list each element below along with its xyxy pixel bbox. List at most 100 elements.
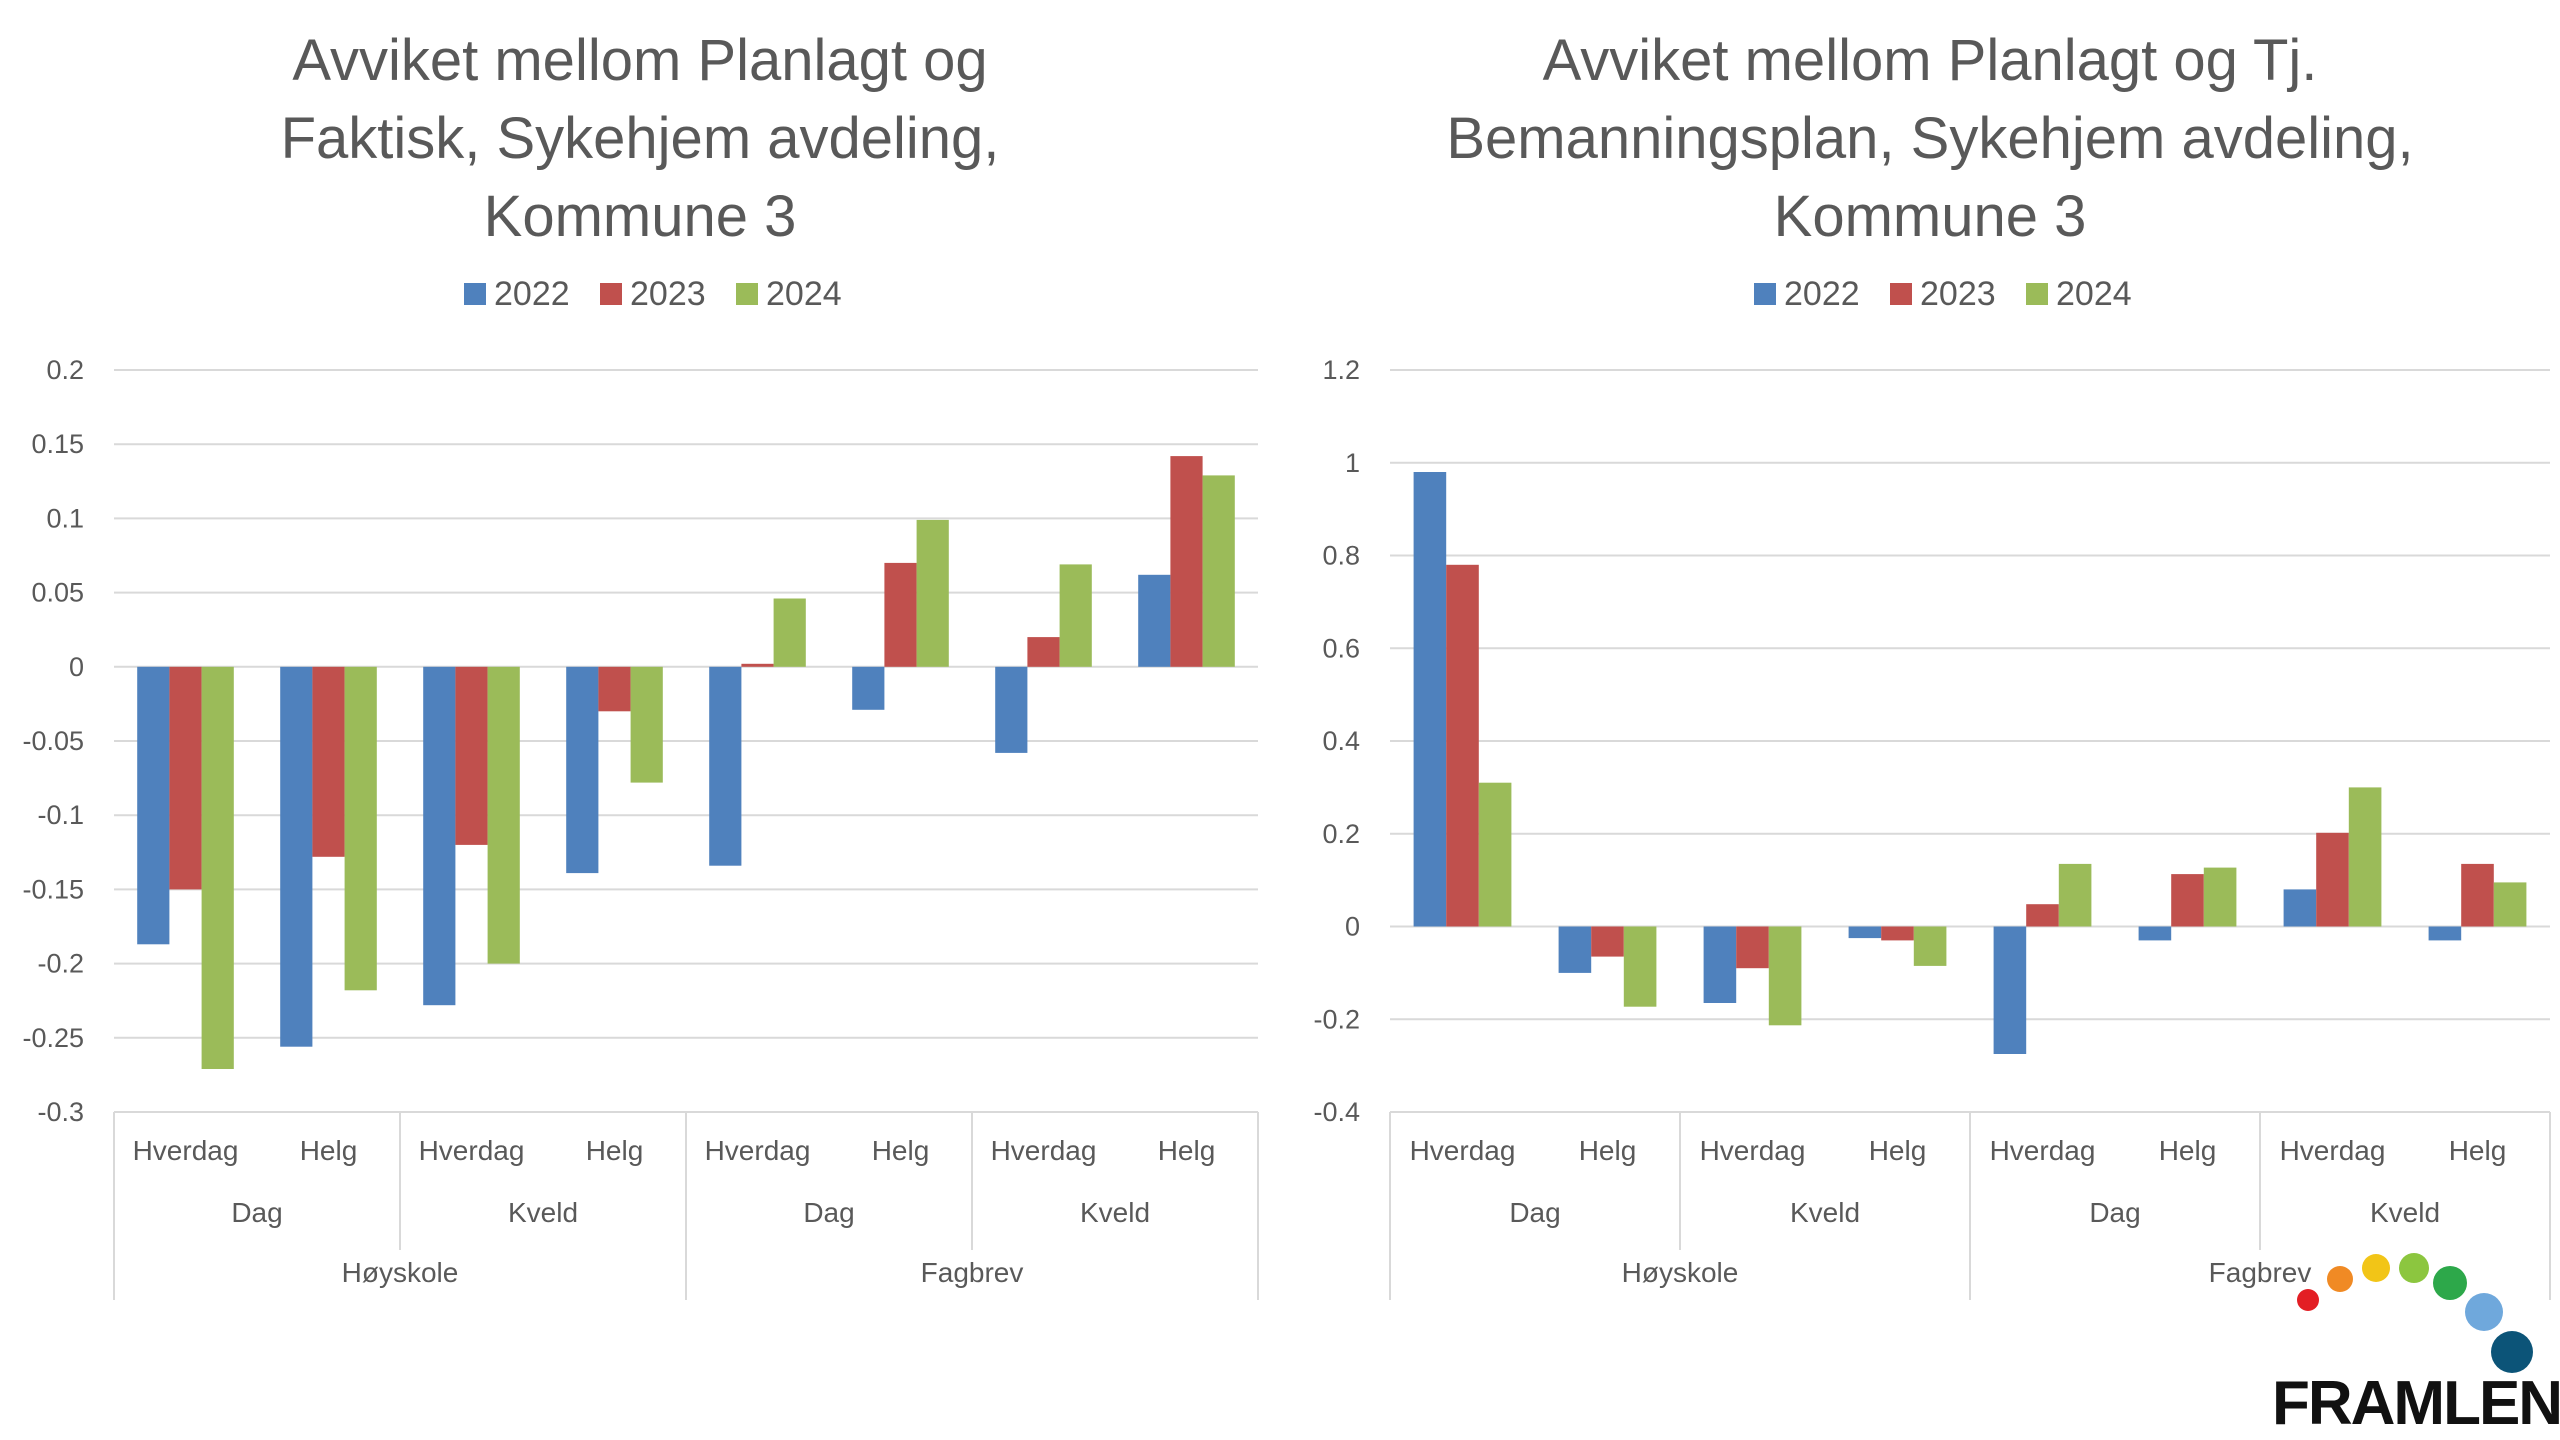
x-category-label: Hverdag — [2280, 1135, 2386, 1166]
logo-text: FRAMLENT — [2272, 1369, 2560, 1438]
logo-dot-yellow — [2362, 1254, 2390, 1282]
bar-2023-6 — [884, 562, 917, 667]
bar-2022-1 — [137, 666, 170, 945]
bar-2023-7 — [2316, 832, 2349, 927]
legend-swatch-2022 — [464, 283, 486, 305]
y-tick-label: 0 — [1345, 912, 1360, 942]
x-category-label: Helg — [2449, 1135, 2507, 1166]
bar-2024-5 — [773, 598, 806, 667]
bar-2023-1 — [1446, 564, 1479, 927]
x-category-label: Helg — [1158, 1135, 1216, 1166]
x-group-label: Dag — [2089, 1197, 2140, 1228]
bar-2023-2 — [1591, 926, 1624, 957]
x-category-label: Hverdag — [705, 1135, 811, 1166]
bar-2023-3 — [455, 666, 488, 845]
bar-2024-6 — [2203, 867, 2237, 927]
legend-label-2023: 2023 — [1920, 275, 1996, 313]
y-tick-label: 0.6 — [1322, 633, 1360, 663]
y-tick-label: 0.8 — [1322, 541, 1360, 571]
bar-2022-7 — [2283, 889, 2317, 927]
bar-2022-5 — [1993, 926, 2027, 1054]
legend-swatch-2023 — [1890, 283, 1912, 305]
x-group-label: Dag — [803, 1197, 854, 1228]
y-tick-label: 0.05 — [31, 578, 84, 608]
y-tick-label: -0.4 — [1313, 1097, 1360, 1127]
x-category-label: Hverdag — [991, 1135, 1097, 1166]
bar-2023-4 — [1881, 926, 1914, 941]
legend-label-2024: 2024 — [766, 275, 842, 313]
bar-2024-7 — [1059, 564, 1092, 667]
x-group-label: Dag — [231, 1197, 282, 1228]
bar-2022-4 — [1848, 926, 1882, 939]
chart-faktisk: Avviket mellom Planlagt og Faktisk, Sykeh… — [22, 28, 1259, 1300]
y-tick-label: -0.25 — [22, 1023, 84, 1053]
bar-2023-5 — [741, 663, 774, 667]
y-tick-label: -0.2 — [1313, 1004, 1360, 1034]
bar-2023-7 — [1027, 637, 1060, 667]
legend-label-2022: 2022 — [1784, 275, 1860, 313]
bar-2023-8 — [2461, 863, 2494, 927]
bar-2024-8 — [2493, 882, 2527, 927]
y-tick-label: 0 — [69, 652, 84, 682]
bar-2024-7 — [2348, 787, 2382, 927]
bar-2024-5 — [2058, 863, 2092, 927]
chart-title-line-1: Avviket mellom Planlagt og — [292, 28, 987, 93]
logo-dot-red — [2297, 1289, 2319, 1311]
bar-2023-8 — [1170, 456, 1203, 667]
x-category-label: Hverdag — [1410, 1135, 1516, 1166]
y-tick-label: 0.15 — [31, 429, 84, 459]
y-tick-label: 0.4 — [1322, 726, 1360, 756]
x-group-label: Kveld — [508, 1197, 578, 1228]
bar-2023-1 — [169, 666, 202, 890]
legend-label-2024: 2024 — [2056, 275, 2132, 313]
x-category-label: Helg — [1869, 1135, 1927, 1166]
bar-2023-6 — [2171, 874, 2204, 927]
legend-label-2023: 2023 — [630, 275, 706, 313]
legend-swatch-2024 — [736, 283, 758, 305]
legend-label-2022: 2022 — [494, 275, 570, 313]
chart-title-line-3: Kommune 3 — [1774, 184, 2087, 249]
logo-dot-lightblue — [2465, 1293, 2503, 1331]
bar-2024-2 — [1623, 926, 1657, 1007]
bar-2022-5 — [709, 666, 742, 866]
bar-2022-7 — [995, 666, 1028, 753]
bar-2022-2 — [280, 666, 313, 1047]
logo-dot-darkblue — [2491, 1331, 2533, 1373]
bar-2024-3 — [1768, 926, 1802, 1026]
y-tick-label: -0.3 — [37, 1097, 84, 1127]
bar-2024-4 — [1913, 926, 1947, 966]
chart-title-line-2: Faktisk, Sykehjem avdeling, — [281, 106, 1000, 171]
bar-2022-4 — [566, 666, 599, 874]
x-category-label: Hverdag — [133, 1135, 239, 1166]
bar-2022-8 — [1138, 574, 1171, 667]
bar-2022-1 — [1413, 472, 1447, 927]
y-tick-label: -0.05 — [22, 726, 84, 756]
bar-2023-3 — [1736, 926, 1769, 969]
y-tick-label: -0.1 — [37, 800, 84, 830]
y-tick-label: 0.2 — [1322, 819, 1360, 849]
bar-2024-6 — [916, 519, 949, 667]
bar-2023-4 — [598, 666, 631, 712]
y-tick-label: 1 — [1345, 448, 1360, 478]
framlent-logo: FRAMLENT — [2272, 1253, 2560, 1438]
x-group-label: Kveld — [1080, 1197, 1150, 1228]
chart-title-line-2: Bemanningsplan, Sykehjem avdeling, — [1446, 106, 2413, 171]
y-tick-label: -0.2 — [37, 949, 84, 979]
x-supergroup-label: Fagbrev — [2209, 1257, 2312, 1288]
bar-2022-6 — [2138, 926, 2172, 941]
chart-title-line-3: Kommune 3 — [484, 184, 797, 249]
legend-swatch-2022 — [1754, 283, 1776, 305]
bar-2022-8 — [2428, 926, 2462, 941]
x-group-label: Kveld — [2370, 1197, 2440, 1228]
x-category-label: Helg — [1579, 1135, 1637, 1166]
bar-2024-3 — [487, 666, 520, 964]
legend-swatch-2024 — [2026, 283, 2048, 305]
x-supergroup-label: Høyskole — [342, 1257, 459, 1288]
bar-2023-2 — [312, 666, 345, 857]
bar-2022-3 — [423, 666, 456, 1006]
x-group-label: Dag — [1509, 1197, 1560, 1228]
legend-swatch-2023 — [600, 283, 622, 305]
logo-dot-green — [2433, 1266, 2467, 1300]
bar-2024-4 — [630, 666, 663, 783]
x-category-label: Helg — [586, 1135, 644, 1166]
